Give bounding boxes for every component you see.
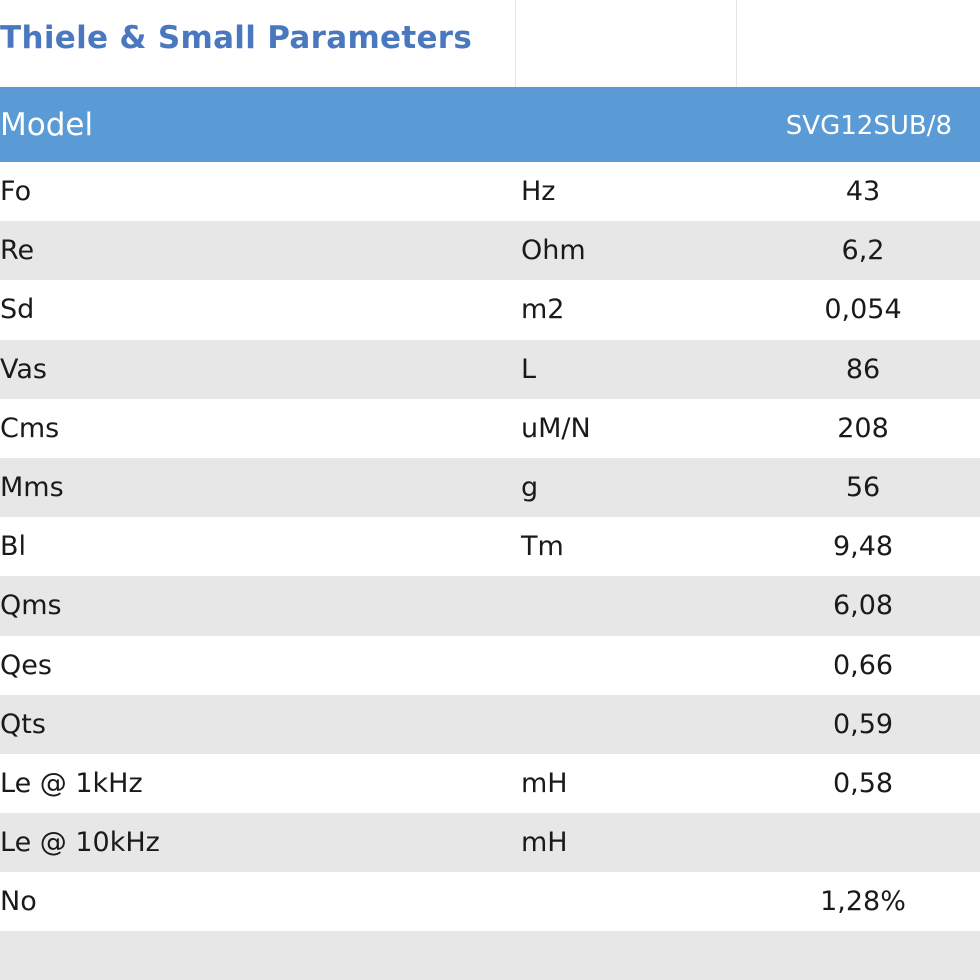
param-unit: mH	[521, 827, 568, 859]
param-unit: Hz	[521, 176, 556, 207]
table-row: Qes 0,66	[0, 635, 980, 695]
param-value: 86	[845, 353, 881, 385]
table-row: Re Ohm 6,2	[0, 221, 980, 281]
param-name: Bl	[0, 531, 27, 563]
header-model-name: SVG12SUB/8	[785, 111, 952, 141]
table-row: Qts 0,59	[0, 694, 980, 754]
table-row: Le @ 1kHz mH 0,58	[0, 753, 980, 814]
param-name: Le @ 10kHz	[0, 827, 160, 859]
param-unit: L	[521, 353, 537, 385]
param-name: Qms	[0, 590, 62, 622]
table-row: Bl Tm 9,48	[0, 517, 980, 577]
param-value: 0,66	[832, 649, 894, 681]
param-name: Fo	[0, 176, 32, 207]
empty-row	[0, 931, 980, 980]
header-model-label: Model	[0, 107, 94, 143]
param-unit: m2	[521, 294, 565, 326]
param-name: Vas	[0, 353, 47, 385]
grid-line	[515, 0, 516, 87]
page-title: Thiele & Small Parameters	[0, 20, 473, 56]
table-row: Qms 6,08	[0, 576, 980, 636]
param-name: Sd	[0, 294, 35, 326]
param-value: 0,58	[832, 767, 894, 799]
param-value: 0,59	[832, 708, 894, 740]
param-unit: Tm	[521, 531, 564, 563]
param-value: 9,48	[832, 531, 894, 563]
param-name: Re	[0, 235, 35, 267]
param-name: Le @ 1kHz	[0, 767, 143, 799]
table-row: Vas L 86	[0, 339, 980, 399]
param-name: Mms	[0, 471, 64, 503]
table-row: Sd m2 0,054	[0, 280, 980, 340]
table-row: Mms g 56	[0, 457, 980, 518]
param-unit: g	[521, 471, 539, 503]
param-value: 0,054	[824, 294, 902, 326]
grid-line	[736, 0, 737, 87]
param-name: Qts	[0, 708, 46, 740]
title-row: Thiele & Small Parameters	[0, 0, 980, 87]
param-value: 208	[837, 412, 889, 444]
param-unit: mH	[521, 767, 568, 799]
param-value: 56	[845, 471, 881, 503]
table-row: Cms uM/N 208	[0, 398, 980, 458]
param-name: No	[0, 886, 37, 918]
param-name: Cms	[0, 412, 60, 444]
param-unit: Ohm	[521, 235, 586, 267]
table-header: Model SVG12SUB/8	[0, 87, 980, 162]
parameter-table: Fo Hz 43 Re Ohm 6,2 Sd m2 0,054 Vas L 86…	[0, 162, 980, 932]
param-value: 1,28%	[820, 886, 906, 918]
param-unit: uM/N	[521, 412, 591, 444]
param-value: 43	[845, 176, 881, 207]
table-row: Fo Hz 43	[0, 162, 980, 222]
param-name: Qes	[0, 649, 52, 681]
param-value: 6,2	[841, 235, 885, 267]
table-row: Le @ 10kHz mH	[0, 813, 980, 873]
table-row: No 1,28%	[0, 872, 980, 932]
param-value: 6,08	[832, 590, 894, 622]
